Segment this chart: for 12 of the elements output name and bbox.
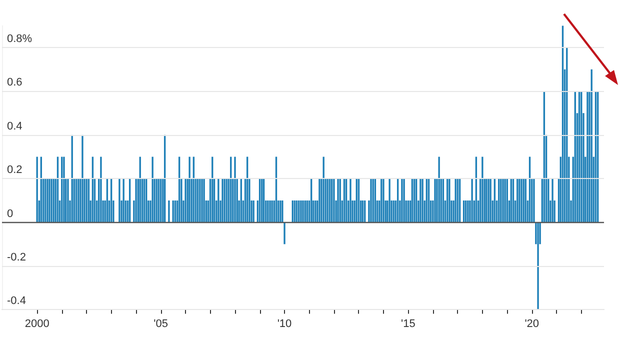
y-tick-label: -0.4 — [7, 295, 26, 308]
y-tick-label: -0.2 — [7, 252, 26, 264]
y-tick-label: 0.4 — [7, 120, 22, 132]
y-tick-label: 0 — [7, 208, 14, 220]
x-tick-label: '10 — [277, 318, 292, 330]
y-tick-label: 0.6 — [7, 76, 22, 89]
x-tick-label: '05 — [154, 318, 168, 330]
x-tick-label: 2000 — [24, 318, 50, 330]
x-tick-label: '20 — [524, 318, 540, 330]
y-tick-label: 0.2 — [7, 164, 22, 176]
x-tick-label: '15 — [401, 318, 416, 330]
y-tick-label: 0.8% — [7, 33, 32, 46]
